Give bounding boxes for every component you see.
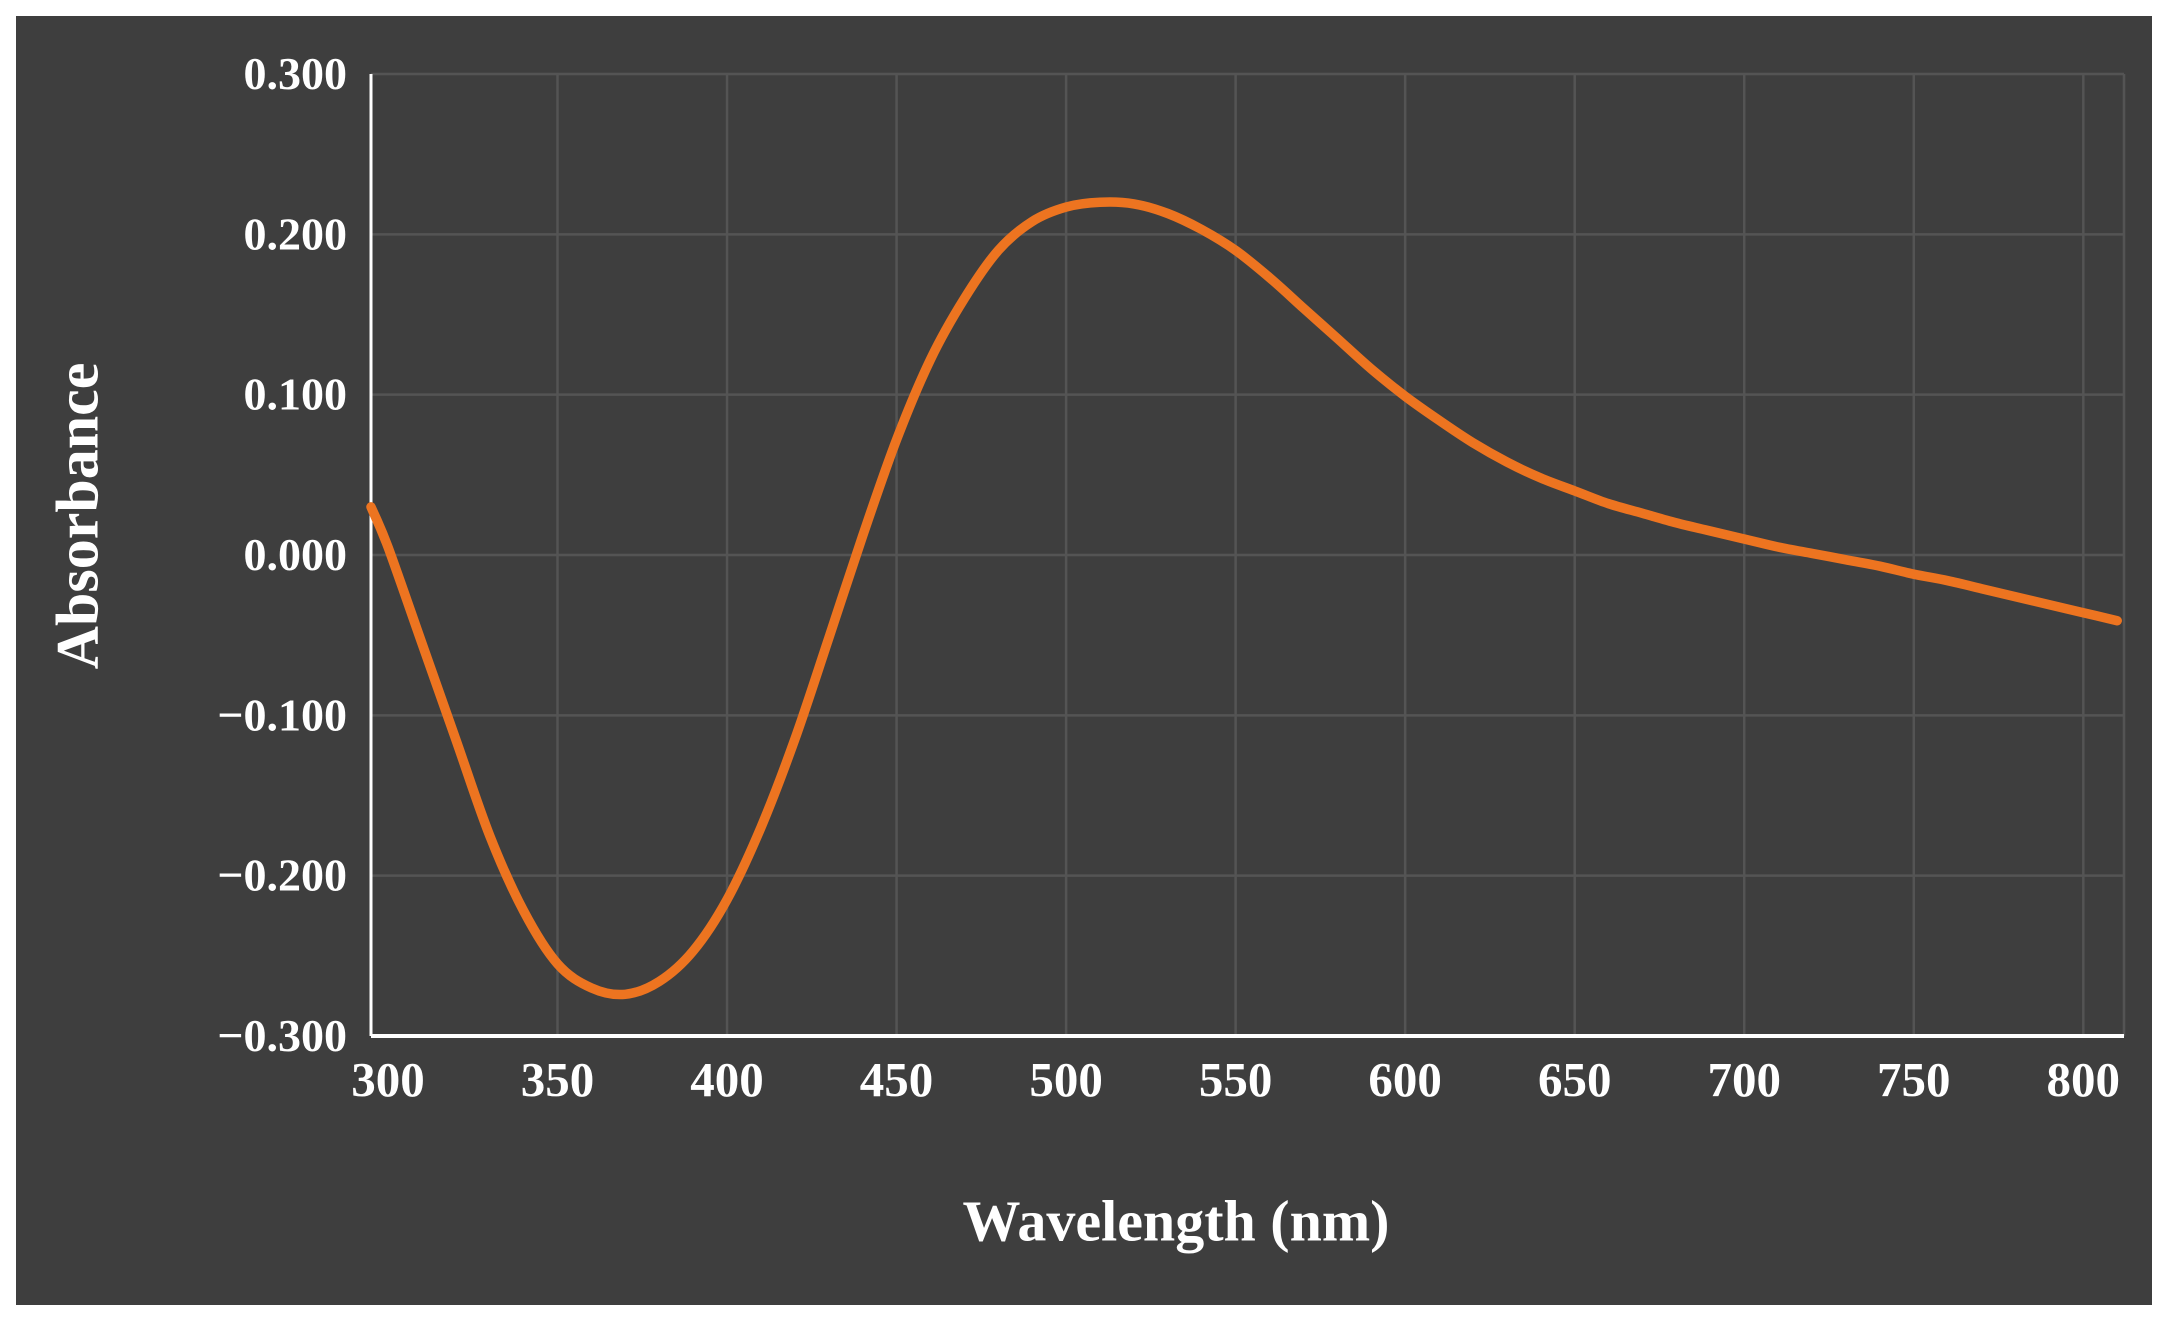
x-tick-label: 550	[1199, 1052, 1273, 1107]
absorbance-spectrum-chart: 0.300 0.200 0.100 0.000 −0.100 −0.200 −0.30030…	[217, 48, 2126, 1107]
x-tick-label: 700	[1707, 1052, 1781, 1107]
x-axis-title: Wavelength (nm)	[962, 1188, 1390, 1254]
x-tick-label: 650	[1538, 1052, 1612, 1107]
x-tick-label: 400	[690, 1052, 764, 1107]
x-tick-label: 600	[1368, 1052, 1442, 1107]
y-tick-label: 0.300	[244, 48, 348, 99]
x-tick-label: 800	[2047, 1052, 2121, 1107]
x-tick-label: 350	[521, 1052, 595, 1107]
x-tick-label: 750	[1877, 1052, 1951, 1107]
x-tick-label: 500	[1029, 1052, 1103, 1107]
x-tick-label: 450	[860, 1052, 934, 1107]
y-tick-label: −0.200	[217, 850, 347, 901]
y-tick-label: 0.000	[244, 529, 348, 580]
y-tick-label: 0.200	[244, 208, 348, 259]
x-tick-label: 300	[351, 1052, 425, 1107]
y-tick-label: −0.100	[217, 689, 347, 740]
absorbance-series-line	[366, 197, 2122, 1000]
y-tick-label: −0.300	[217, 1010, 347, 1061]
y-axis-title: Absorbance	[44, 362, 111, 670]
y-tick-label: 0.100	[244, 369, 348, 420]
chart-panel: 0.300 0.200 0.100 0.000 −0.100 −0.200 −0.300 30…	[16, 16, 2152, 1305]
